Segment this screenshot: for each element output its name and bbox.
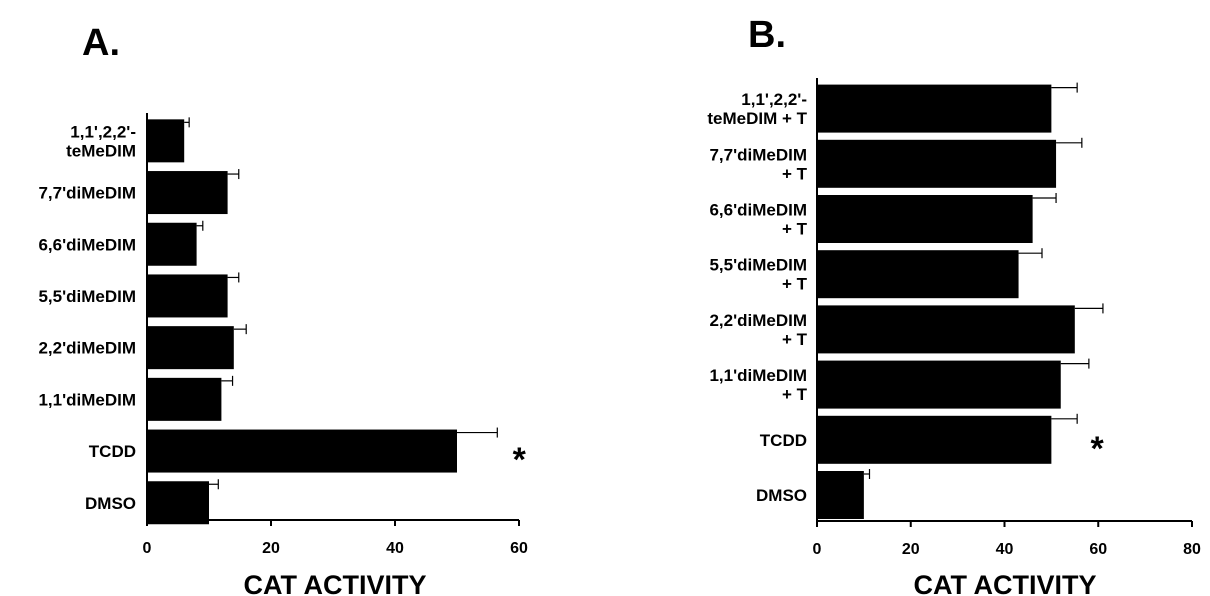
category-label: 2,2'diMeDIM — [38, 339, 136, 358]
category-label: + T — [782, 220, 808, 239]
category-label: 1,1',2,2'- — [741, 90, 807, 109]
panel-label: B. — [748, 14, 786, 56]
bar — [147, 171, 228, 215]
category-label: DMSO — [756, 486, 807, 505]
bar — [817, 84, 1052, 133]
x-tick-label: 40 — [996, 541, 1014, 558]
category-label: 1,1',2,2'- — [70, 122, 136, 141]
bar — [147, 481, 209, 525]
bar — [147, 429, 457, 473]
category-label: TCDD — [89, 442, 136, 461]
x-tick-label: 20 — [262, 540, 280, 557]
panel-label: A. — [82, 22, 120, 64]
panel-a-chart: A. 0 20 40 60 CAT ACTIVITY 1,1',2,2'-teMeDIM 7,… — [38, 22, 528, 596]
x-tick-label: 60 — [1089, 541, 1107, 558]
x-tick-label: 40 — [386, 540, 404, 557]
category-label: DMSO — [85, 494, 136, 513]
bar — [147, 222, 197, 266]
category-label: 7,7'diMeDIM — [38, 184, 136, 203]
category-label: 2,2'diMeDIM — [709, 311, 807, 330]
category-label: 5,5'diMeDIM — [709, 256, 807, 275]
category-label: TCDD — [760, 431, 807, 450]
bar — [817, 195, 1033, 243]
bar — [147, 377, 222, 421]
category-label: 5,5'diMeDIM — [38, 287, 136, 306]
x-tick-label: 20 — [902, 541, 920, 558]
category-label: + T — [782, 275, 808, 294]
bar — [147, 274, 228, 318]
category-label: 7,7'diMeDIM — [709, 145, 807, 164]
category-label: teMeDIM + T — [707, 109, 807, 128]
bar — [817, 139, 1057, 188]
category-label: 1,1'diMeDIM — [38, 390, 136, 409]
category-label: teMeDIM — [66, 141, 136, 160]
x-tick-label: 0 — [143, 540, 152, 557]
x-tick-label: 0 — [813, 541, 822, 558]
category-label: 6,6'diMeDIM — [709, 201, 807, 220]
x-tick-label: 80 — [1183, 541, 1201, 558]
category-label: 6,6'diMeDIM — [38, 235, 136, 254]
significance-asterisk: * — [1091, 430, 1105, 468]
panel-b-chart: B. 0 20 40 60 80 CAT ACTIVITY 1,1',2,2'-teMeDIM… — [707, 14, 1201, 596]
category-label: 1,1'diMeDIM — [709, 366, 807, 385]
bar — [817, 471, 864, 519]
category-label: + T — [782, 330, 808, 349]
x-axis-title: CAT ACTIVITY — [914, 570, 1097, 596]
bar — [817, 305, 1075, 354]
bar — [817, 415, 1052, 464]
x-axis-title: CAT ACTIVITY — [244, 570, 427, 596]
significance-asterisk: * — [513, 441, 527, 479]
x-tick-label: 60 — [510, 540, 528, 557]
bar — [147, 326, 234, 370]
bar — [817, 360, 1061, 409]
category-label: + T — [782, 385, 808, 404]
category-label: + T — [782, 164, 808, 183]
bar — [147, 119, 185, 163]
bar — [817, 250, 1019, 299]
